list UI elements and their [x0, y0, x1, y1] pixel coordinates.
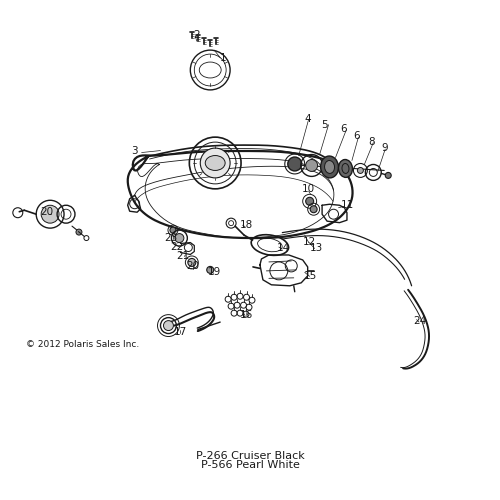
Text: 12: 12: [303, 236, 316, 246]
Ellipse shape: [324, 160, 334, 173]
Text: P-566 Pearl White: P-566 Pearl White: [200, 460, 300, 470]
Text: 14: 14: [276, 242, 290, 252]
Circle shape: [358, 168, 364, 173]
Text: 20: 20: [40, 207, 54, 217]
Circle shape: [76, 229, 82, 235]
Text: 24: 24: [414, 316, 426, 326]
Text: 6: 6: [353, 130, 360, 140]
Text: 17: 17: [174, 327, 187, 337]
Ellipse shape: [320, 156, 338, 178]
Circle shape: [175, 234, 184, 242]
Text: 1: 1: [220, 52, 226, 62]
Text: 4: 4: [304, 114, 311, 124]
Circle shape: [385, 172, 391, 178]
Circle shape: [306, 160, 318, 172]
Circle shape: [41, 205, 59, 223]
Text: 3: 3: [132, 146, 138, 156]
Text: 22: 22: [170, 242, 183, 252]
Circle shape: [170, 227, 176, 233]
Text: 9: 9: [381, 143, 388, 153]
Text: 5: 5: [322, 120, 328, 130]
Circle shape: [200, 148, 230, 178]
Text: 20: 20: [186, 261, 200, 271]
Circle shape: [310, 206, 317, 212]
Ellipse shape: [338, 160, 352, 178]
Circle shape: [206, 266, 214, 274]
Ellipse shape: [205, 156, 225, 170]
Text: 13: 13: [310, 242, 323, 252]
Text: 2: 2: [194, 30, 200, 40]
Circle shape: [188, 258, 196, 266]
Text: 11: 11: [341, 200, 354, 210]
Circle shape: [288, 157, 302, 171]
Text: 23: 23: [164, 233, 177, 243]
Text: 19: 19: [208, 268, 221, 278]
Text: 6: 6: [340, 124, 347, 134]
Text: 15: 15: [304, 271, 318, 281]
Text: 10: 10: [302, 184, 315, 194]
Circle shape: [306, 198, 314, 205]
Text: 16: 16: [240, 310, 252, 320]
Circle shape: [164, 320, 173, 330]
Text: 8: 8: [368, 136, 375, 146]
Text: 21: 21: [176, 251, 190, 261]
Text: © 2012 Polaris Sales Inc.: © 2012 Polaris Sales Inc.: [26, 340, 140, 349]
Text: 18: 18: [240, 220, 252, 230]
Text: P-266 Cruiser Black: P-266 Cruiser Black: [196, 452, 304, 462]
